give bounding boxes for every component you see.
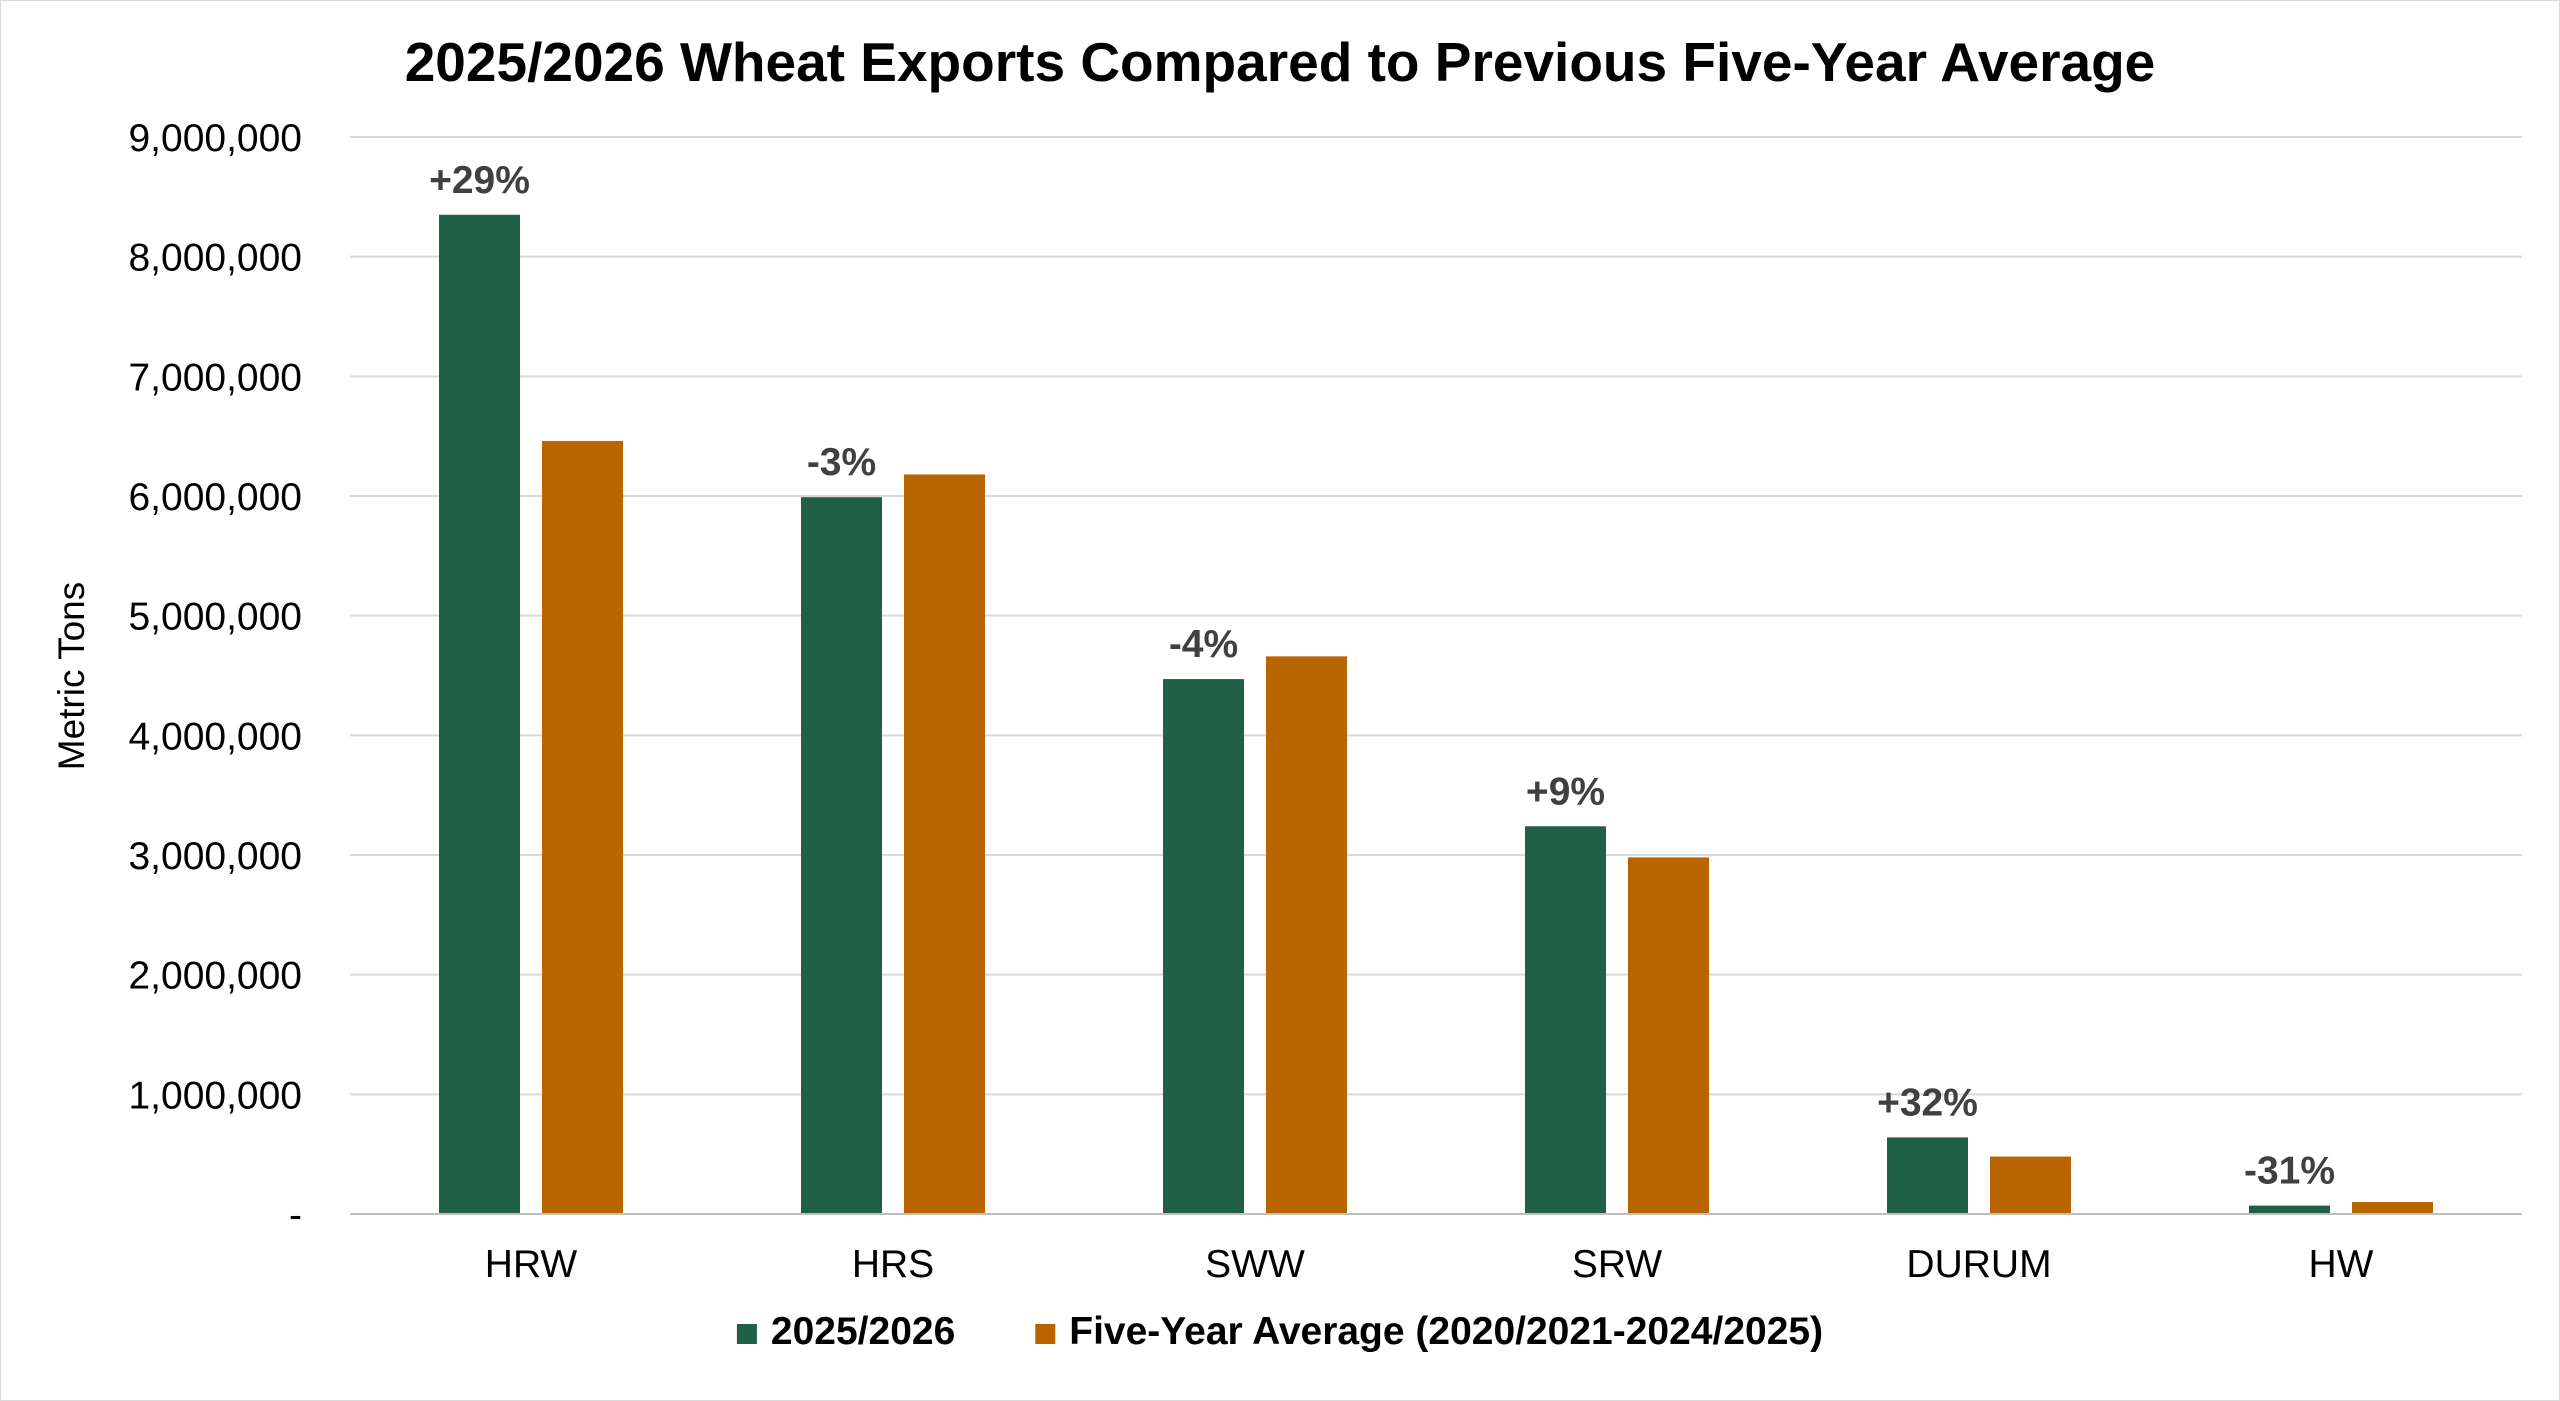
bar-current-sww — [1163, 679, 1244, 1214]
percent-change-label: +9% — [1526, 770, 1605, 813]
percent-change-label: -31% — [2244, 1150, 2335, 1193]
bar-five-year-average-durum — [1990, 1156, 2071, 1214]
y-tick-label: 2,000,000 — [128, 955, 302, 998]
y-tick-label: 7,000,000 — [128, 356, 302, 399]
y-tick-label: 8,000,000 — [128, 237, 302, 280]
bar-five-year-average-hrs — [904, 474, 985, 1215]
bar-five-year-average-srw — [1628, 857, 1709, 1214]
x-tick-label: HRS — [852, 1243, 934, 1286]
x-tick-label: SWW — [1205, 1243, 1305, 1286]
legend-swatch — [1035, 1324, 1056, 1344]
x-tick-label: DURUM — [1906, 1243, 2051, 1286]
y-axis-label: Metric Tons — [51, 582, 92, 771]
bar-current-hrw — [439, 214, 520, 1215]
x-tick-label: HRW — [485, 1243, 578, 1286]
legend: 2025/2026 Five-Year Average (2020/2021-20… — [736, 1310, 1823, 1353]
percent-change-label: +32% — [1877, 1081, 1978, 1124]
bar-current-hw — [2249, 1205, 2330, 1214]
chart-title: 2025/2026 Wheat Exports Compared to Prev… — [404, 31, 2156, 93]
bar-current-durum — [1887, 1137, 1968, 1214]
x-tick-label: HW — [2309, 1243, 2374, 1286]
bar-current-srw — [1525, 826, 1606, 1214]
y-tick-label: 5,000,000 — [128, 596, 302, 639]
percent-change-label: +29% — [429, 159, 530, 202]
percent-change-label: -4% — [1169, 623, 1238, 666]
labels: - 1,000,000 2,000,000 3,000,000 4,000,000 5,0… — [51, 117, 2374, 1286]
percent-change-label: -3% — [807, 441, 876, 484]
y-tick-label: 4,000,000 — [128, 715, 302, 758]
legend-swatch — [736, 1324, 757, 1344]
bar-five-year-average-hw — [2352, 1202, 2433, 1214]
gridlines — [350, 136, 2522, 1096]
y-tick-label: 1,000,000 — [128, 1074, 302, 1117]
y-tick-label: 3,000,000 — [128, 835, 302, 878]
x-tick-label: SRW — [1572, 1243, 1662, 1286]
legend-label: Five-Year Average (2020/2021-2024/2025) — [1069, 1310, 1823, 1353]
bar-five-year-average-hrw — [542, 440, 623, 1214]
y-tick-label: 9,000,000 — [128, 117, 302, 160]
bar-current-hrs — [801, 497, 882, 1214]
y-tick-label: 6,000,000 — [128, 476, 302, 519]
bar-five-year-average-sww — [1266, 656, 1347, 1214]
legend-label: 2025/2026 — [771, 1310, 955, 1353]
y-tick-label: - — [289, 1194, 302, 1237]
bars — [439, 214, 2433, 1215]
